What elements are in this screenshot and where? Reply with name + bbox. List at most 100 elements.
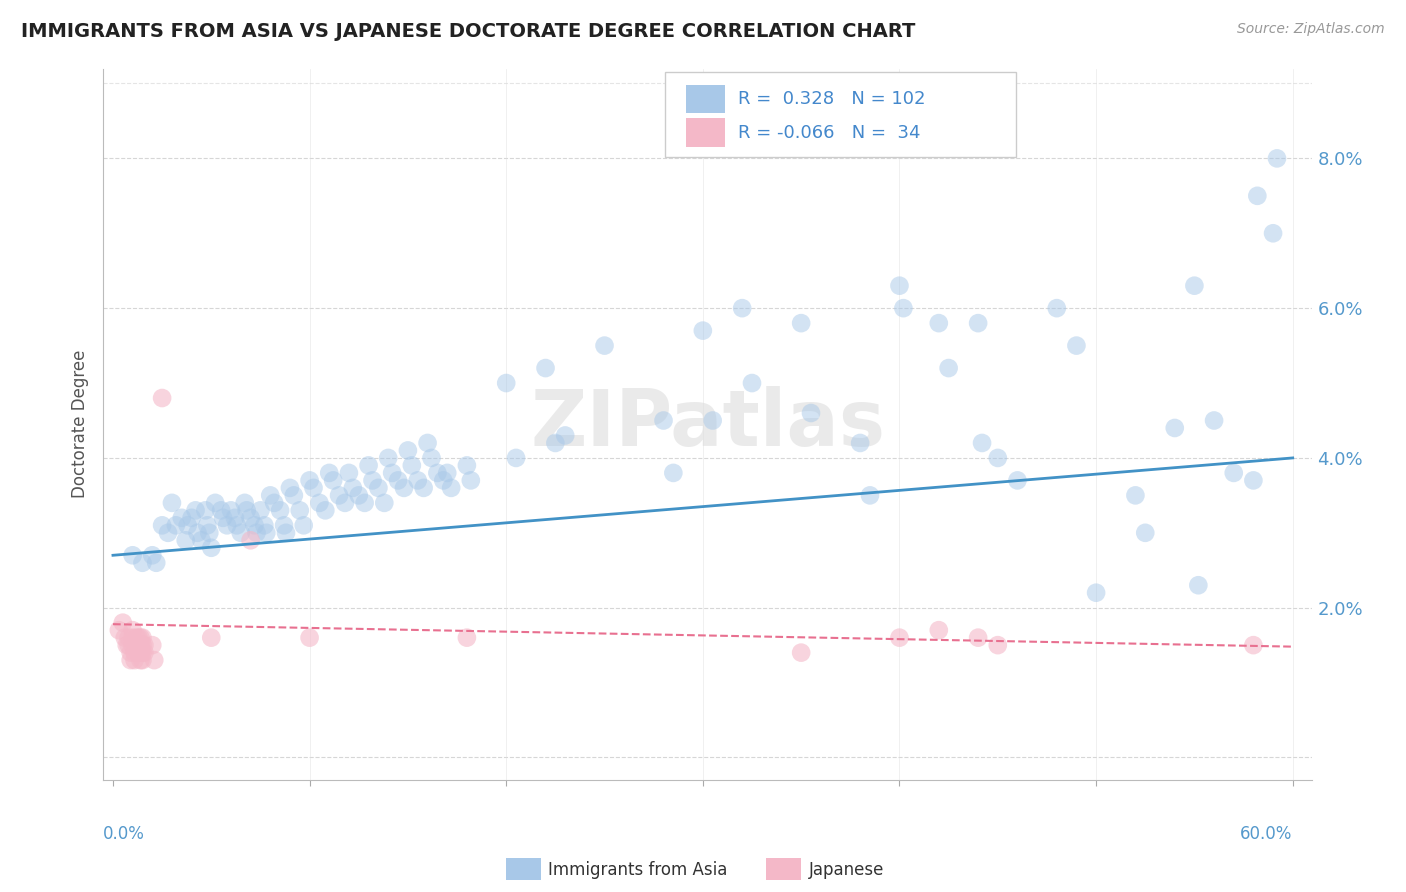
Point bbox=[1241, 474, 1264, 488]
Point bbox=[121, 631, 143, 645]
Point bbox=[790, 316, 813, 330]
Point bbox=[128, 646, 150, 660]
Point bbox=[129, 646, 152, 660]
Text: R = -0.066   N =  34: R = -0.066 N = 34 bbox=[738, 124, 921, 142]
Point bbox=[406, 474, 429, 488]
Point bbox=[849, 436, 872, 450]
Point bbox=[190, 533, 212, 548]
Point bbox=[174, 533, 197, 548]
Point bbox=[121, 549, 143, 563]
Point bbox=[353, 496, 375, 510]
Point bbox=[790, 646, 813, 660]
Point bbox=[150, 391, 173, 405]
Point bbox=[357, 458, 380, 473]
Point bbox=[337, 466, 360, 480]
Point bbox=[131, 638, 153, 652]
Point bbox=[361, 474, 384, 488]
Point bbox=[328, 488, 350, 502]
Point bbox=[1007, 474, 1029, 488]
Point bbox=[160, 496, 183, 510]
Point bbox=[554, 428, 576, 442]
Point bbox=[308, 496, 330, 510]
Point bbox=[131, 646, 153, 660]
Point bbox=[1222, 466, 1244, 480]
Point bbox=[302, 481, 325, 495]
Point bbox=[253, 518, 276, 533]
Point bbox=[129, 653, 152, 667]
Bar bbox=[686, 119, 724, 147]
Point bbox=[128, 638, 150, 652]
Text: Source: ZipAtlas.com: Source: ZipAtlas.com bbox=[1237, 22, 1385, 37]
Point bbox=[194, 503, 217, 517]
Point bbox=[180, 511, 202, 525]
Point bbox=[274, 525, 297, 540]
Point bbox=[224, 511, 246, 525]
Point bbox=[128, 631, 150, 645]
Point bbox=[245, 525, 267, 540]
Point bbox=[134, 638, 156, 652]
Point bbox=[396, 443, 419, 458]
Point bbox=[412, 481, 434, 495]
Text: 60.0%: 60.0% bbox=[1240, 825, 1292, 843]
Point bbox=[198, 525, 221, 540]
Point bbox=[209, 503, 232, 517]
Point bbox=[373, 496, 395, 510]
Text: Japanese: Japanese bbox=[808, 861, 884, 879]
Point bbox=[115, 638, 138, 652]
Point bbox=[967, 631, 990, 645]
Point bbox=[120, 646, 142, 660]
Point bbox=[141, 638, 163, 652]
Point bbox=[1265, 152, 1288, 166]
Point bbox=[938, 361, 960, 376]
Point bbox=[212, 511, 235, 525]
Point bbox=[367, 481, 389, 495]
Text: IMMIGRANTS FROM ASIA VS JAPANESE DOCTORATE DEGREE CORRELATION CHART: IMMIGRANTS FROM ASIA VS JAPANESE DOCTORA… bbox=[21, 22, 915, 41]
Point bbox=[460, 474, 482, 488]
Point bbox=[111, 615, 134, 630]
Point bbox=[269, 503, 291, 517]
Point bbox=[1164, 421, 1187, 435]
Point bbox=[381, 466, 404, 480]
Point bbox=[987, 450, 1010, 465]
Point bbox=[970, 436, 993, 450]
Point bbox=[392, 481, 415, 495]
Point bbox=[342, 481, 364, 495]
Point bbox=[889, 631, 911, 645]
Point bbox=[156, 525, 179, 540]
Point bbox=[593, 338, 616, 352]
Point bbox=[1046, 301, 1069, 315]
Point bbox=[204, 496, 226, 510]
Point bbox=[125, 638, 148, 652]
Point bbox=[129, 638, 152, 652]
Point bbox=[1085, 585, 1108, 599]
Point bbox=[440, 481, 463, 495]
Point bbox=[987, 638, 1010, 652]
Point bbox=[288, 503, 311, 517]
Point bbox=[219, 503, 242, 517]
Point bbox=[108, 623, 131, 637]
Point bbox=[298, 474, 321, 488]
Point bbox=[131, 631, 153, 645]
Point bbox=[1184, 278, 1206, 293]
Point bbox=[259, 488, 281, 502]
Point bbox=[456, 458, 478, 473]
Point bbox=[314, 503, 336, 517]
Point bbox=[124, 646, 146, 660]
Text: 0.0%: 0.0% bbox=[103, 825, 145, 843]
Point bbox=[436, 466, 458, 480]
Point bbox=[186, 525, 208, 540]
Point bbox=[298, 631, 321, 645]
Point bbox=[1246, 189, 1268, 203]
Point bbox=[225, 518, 247, 533]
Point bbox=[692, 324, 714, 338]
Point bbox=[200, 541, 222, 555]
Text: ZIPatlas: ZIPatlas bbox=[530, 386, 886, 462]
Point bbox=[859, 488, 882, 502]
Point bbox=[229, 525, 252, 540]
Point bbox=[278, 481, 301, 495]
Point bbox=[377, 450, 399, 465]
Point bbox=[1202, 413, 1225, 427]
Point bbox=[731, 301, 754, 315]
FancyBboxPatch shape bbox=[665, 72, 1017, 158]
Point bbox=[456, 631, 478, 645]
